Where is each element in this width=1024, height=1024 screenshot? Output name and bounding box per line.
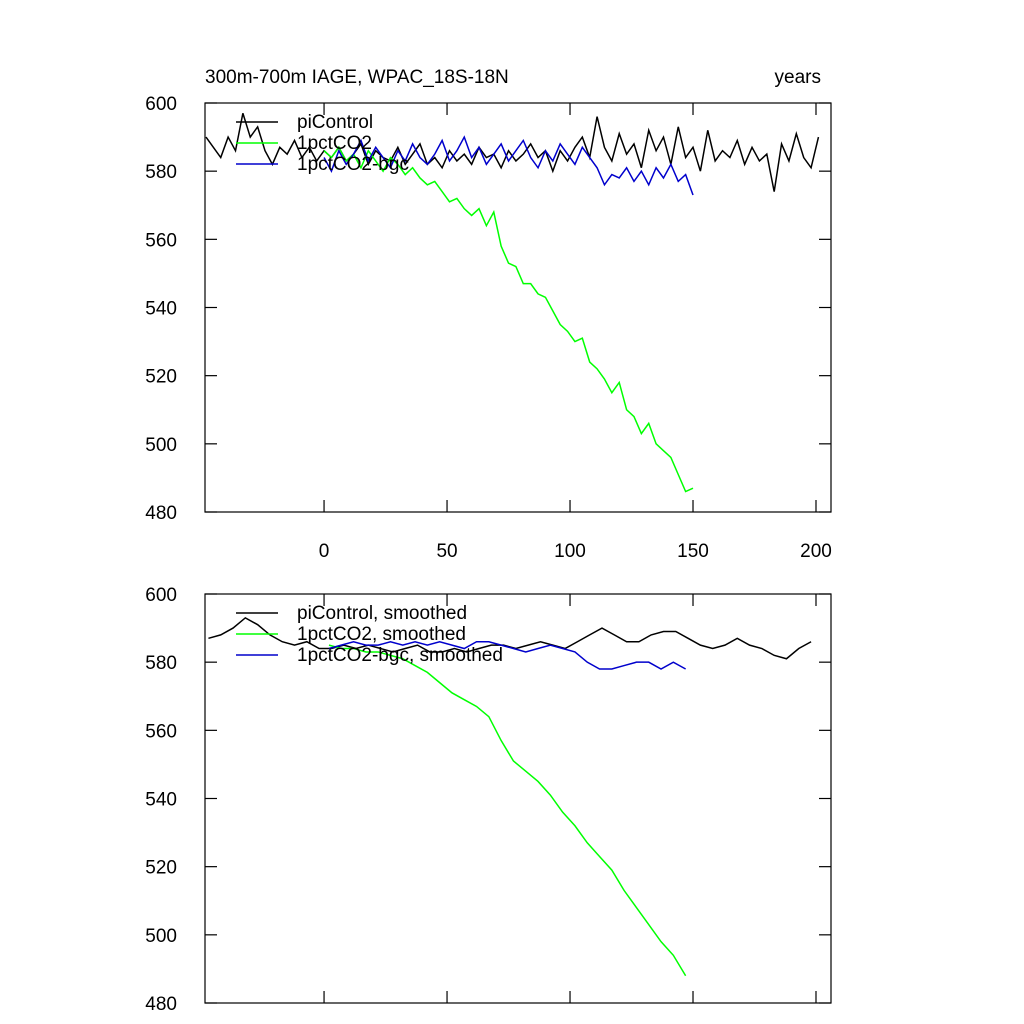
- chart-title: 300m-700m IAGE, WPAC_18S-18N: [205, 67, 509, 88]
- x-tick-label: 50: [436, 541, 457, 562]
- y-tick-label: 500: [145, 926, 177, 947]
- legend-label: 1pctCO2-bgc: [297, 154, 409, 175]
- legend-label: 1pctCO2, smoothed: [297, 624, 466, 645]
- series-line: [328, 640, 686, 670]
- series-line: [323, 135, 694, 196]
- legend-label: 1pctCO2-bgc, smoothed: [297, 645, 503, 666]
- legend-label: piControl: [297, 112, 373, 133]
- y-tick-label: 500: [145, 435, 177, 456]
- y-tick-label: 480: [145, 503, 177, 524]
- y-tick-label: 540: [145, 299, 177, 320]
- y-tick-label: 600: [145, 94, 177, 115]
- x-tick-label: 0: [319, 541, 330, 562]
- y-tick-label: 600: [145, 585, 177, 606]
- y-tick-label: 560: [145, 230, 177, 251]
- y-tick-label: 480: [145, 994, 177, 1015]
- y-tick-label: 580: [145, 162, 177, 183]
- legend-label: piControl, smoothed: [297, 603, 467, 624]
- legend-label: 1pctCO2: [297, 133, 372, 154]
- x-tick-label: 150: [677, 541, 709, 562]
- y-tick-label: 560: [145, 721, 177, 742]
- series-line: [323, 145, 694, 493]
- y-tick-label: 520: [145, 858, 177, 879]
- y-tick-label: 520: [145, 367, 177, 388]
- x-tick-label: 100: [554, 541, 586, 562]
- y-tick-label: 540: [145, 790, 177, 811]
- x-tick-label: 200: [800, 541, 832, 562]
- y-tick-label: 580: [145, 653, 177, 674]
- x-axis-label: years: [775, 67, 821, 88]
- series-line: [328, 644, 687, 977]
